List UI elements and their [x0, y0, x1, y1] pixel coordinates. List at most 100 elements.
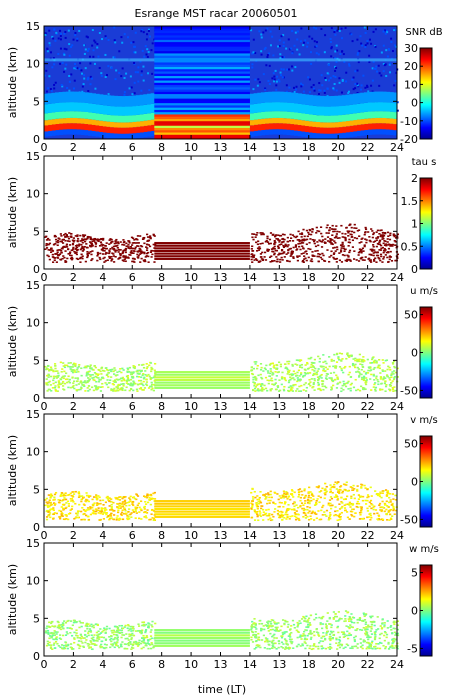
echo-cell — [127, 624, 130, 626]
snr-cell — [83, 77, 86, 80]
echo-cell — [140, 250, 143, 252]
snr-layer-cell — [135, 121, 141, 127]
echo-cell — [110, 259, 113, 262]
echo-cell — [276, 512, 280, 515]
snr-gap-stripe — [154, 100, 250, 104]
echo-cell — [89, 631, 93, 633]
echo-cell — [257, 638, 260, 641]
echo-cell — [370, 261, 373, 263]
echo-cell — [344, 509, 347, 512]
echo-cell — [46, 506, 50, 508]
echo-cell — [115, 519, 118, 521]
echo-cell — [374, 382, 377, 384]
snr-layer-cell — [257, 92, 262, 104]
x-tick-label: 8 — [158, 529, 165, 542]
gap-stripe — [154, 255, 250, 258]
echo-cell — [328, 616, 331, 619]
echo-cell — [378, 502, 382, 505]
echo-cell — [117, 383, 120, 386]
echo-cell — [113, 261, 116, 263]
echo-cell — [47, 388, 50, 391]
echo-cell — [144, 630, 147, 633]
echo-cell — [316, 255, 319, 258]
snr-cell — [309, 51, 312, 54]
echo-cell — [317, 384, 320, 387]
snr-layer-cell — [330, 115, 335, 123]
echo-cell — [149, 362, 153, 364]
echo-cell — [145, 246, 148, 248]
snr-gap-stripe — [154, 30, 250, 34]
echo-cell — [343, 254, 346, 257]
echo-cell — [265, 509, 268, 511]
echo-cell — [328, 365, 331, 368]
echo-cell — [103, 261, 106, 263]
echo-cell — [377, 493, 380, 495]
snr-cell — [315, 27, 318, 30]
echo-cell — [87, 370, 90, 373]
echo-cell — [133, 511, 136, 513]
snr-layer-cell — [283, 129, 288, 135]
echo-cell — [338, 252, 341, 254]
echo-cell — [301, 238, 304, 241]
echo-cell — [49, 494, 52, 497]
echo-cell — [303, 235, 306, 238]
echo-cell — [348, 238, 351, 241]
echo-cell — [282, 494, 285, 496]
snr-cell — [328, 64, 331, 67]
echo-cell — [291, 363, 294, 366]
echo-cell — [267, 372, 270, 374]
echo-cell — [357, 370, 360, 373]
echo-cell — [283, 492, 286, 495]
echo-cell — [126, 518, 129, 521]
echo-cell — [324, 482, 327, 485]
echo-cell — [86, 387, 89, 389]
echo-cell — [108, 249, 111, 252]
echo-cell — [290, 492, 294, 495]
echo-cell — [307, 494, 311, 497]
snr-layer-cell — [139, 121, 144, 127]
snr-cell — [93, 62, 96, 65]
snr-layer-cell — [268, 123, 273, 130]
snr-cell — [354, 83, 357, 86]
echo-cell — [87, 623, 90, 625]
echo-cell — [381, 506, 385, 509]
echo-cell — [382, 362, 385, 364]
echo-cell — [53, 234, 56, 237]
echo-cell — [256, 505, 260, 508]
echo-cell — [352, 258, 356, 260]
echo-cell — [136, 383, 140, 386]
snr-layer-cell — [305, 104, 310, 114]
echo-cell — [262, 388, 265, 391]
echo-cell — [130, 250, 133, 252]
echo-cell — [145, 383, 148, 385]
snr-cell — [277, 78, 280, 81]
echo-cell — [370, 361, 374, 364]
echo-cell — [63, 382, 67, 385]
echo-cell — [389, 243, 392, 246]
echo-cell — [280, 513, 283, 516]
echo-cell — [289, 233, 292, 236]
echo-cell — [132, 496, 136, 498]
echo-cell — [334, 510, 337, 513]
y-tick-label: 0 — [33, 263, 40, 276]
echo-cell — [130, 236, 134, 239]
snr-layer-cell — [316, 106, 321, 116]
echo-cell — [121, 376, 124, 379]
echo-cell — [54, 647, 57, 649]
echo-cell — [54, 381, 57, 384]
echo-cell — [284, 363, 287, 365]
echo-cell — [273, 646, 276, 649]
snr-layer-cell — [55, 111, 60, 119]
snr-gap-stripe — [154, 125, 250, 128]
echo-cell — [110, 255, 113, 258]
echo-cell — [365, 241, 368, 244]
echo-cell — [320, 246, 324, 248]
echo-cell — [94, 510, 97, 513]
snr-layer-cell — [297, 93, 302, 104]
snr-cell — [374, 28, 377, 31]
snr-cell — [334, 33, 337, 36]
echo-cell — [69, 386, 72, 389]
echo-cell — [370, 389, 373, 391]
echo-cell — [99, 386, 103, 388]
